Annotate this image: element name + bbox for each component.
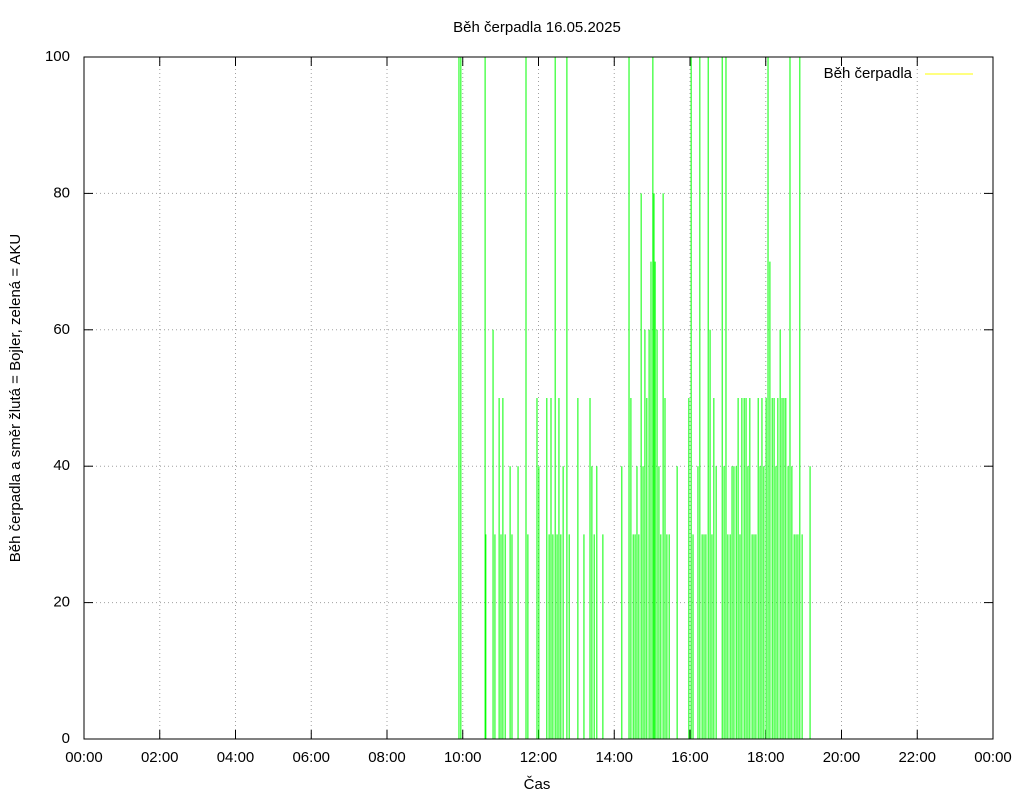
legend-label: Běh čerpadla (824, 65, 913, 82)
x-tick-label: 14:00 (595, 749, 633, 766)
chart-title: Běh čerpadla 16.05.2025 (453, 19, 621, 36)
x-tick-label: 18:00 (747, 749, 785, 766)
plot-frame (83, 56, 994, 740)
x-tick-label: 08:00 (368, 749, 406, 766)
y-tick-label: 60 (53, 321, 70, 338)
x-tick-label: 00:00 (65, 749, 103, 766)
x-tick-label: 10:00 (444, 749, 482, 766)
x-tick-label: 02:00 (141, 749, 179, 766)
y-tick-label: 0 (62, 730, 70, 747)
x-tick-label: 16:00 (671, 749, 709, 766)
x-tick-label: 22:00 (898, 749, 936, 766)
x-tick-label: 20:00 (823, 749, 861, 766)
y-tick-label: 100 (45, 48, 70, 65)
x-tick-label: 06:00 (292, 749, 330, 766)
y-tick-label: 40 (53, 457, 70, 474)
x-tick-label: 12:00 (520, 749, 558, 766)
x-axis-label: Čas (524, 776, 551, 793)
y-tick-label: 80 (53, 184, 70, 201)
x-tick-label: 04:00 (217, 749, 255, 766)
y-axis-label: Běh čerpadla a směr žlutá = Bojler, zele… (7, 234, 24, 563)
x-tick-label: 00:00 (974, 749, 1012, 766)
y-tick-label: 20 (53, 594, 70, 611)
